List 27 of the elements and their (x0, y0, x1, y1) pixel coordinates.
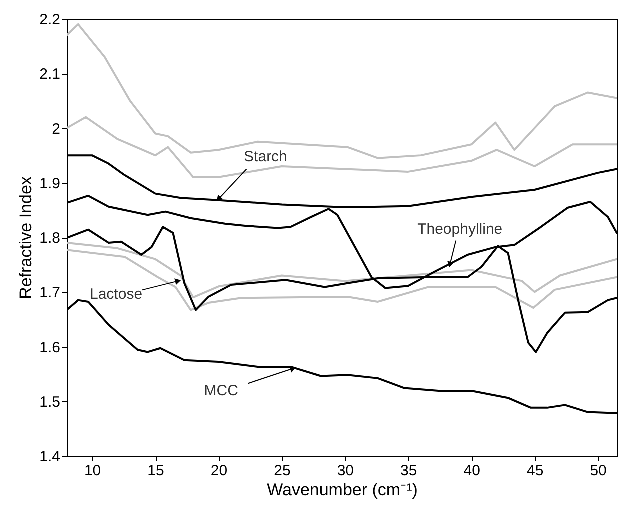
x-tick-label: 40 (464, 462, 480, 480)
y-tick-label: 1.8 (40, 230, 60, 247)
x-tick-label: 35 (400, 462, 418, 480)
annotation: Lactose (90, 286, 143, 304)
y-tick-label: 1.4 (40, 448, 60, 466)
y-tick-label: 1.5 (40, 394, 60, 411)
annotation: Starch (244, 148, 288, 166)
y-tick-label: 1.7 (40, 284, 60, 302)
annotation: MCC (204, 382, 239, 400)
x-tick-label: 30 (337, 462, 354, 480)
x-tick-label: 20 (210, 462, 228, 480)
y-tick-label: 2 (52, 120, 60, 138)
x-tick-label: 45 (526, 462, 544, 480)
x-axis-title: Wavenumber (cm⁻¹) (267, 480, 418, 500)
x-tick-label: 25 (274, 462, 291, 480)
y-tick-label: 2.2 (40, 12, 60, 28)
y-axis-title: Refractive Index (16, 176, 36, 300)
line-series (67, 242, 617, 299)
line-series (67, 249, 617, 312)
line-series (67, 116, 617, 178)
y-tick-label: 2.1 (40, 66, 60, 84)
x-tick-label: 15 (148, 462, 164, 480)
x-tick-label: 50 (590, 462, 607, 480)
y-tick-label: 1.6 (40, 339, 60, 356)
annotation: Theophylline (418, 220, 503, 238)
y-tick-label: 1.9 (40, 175, 60, 192)
x-tick-label: 10 (84, 462, 102, 480)
